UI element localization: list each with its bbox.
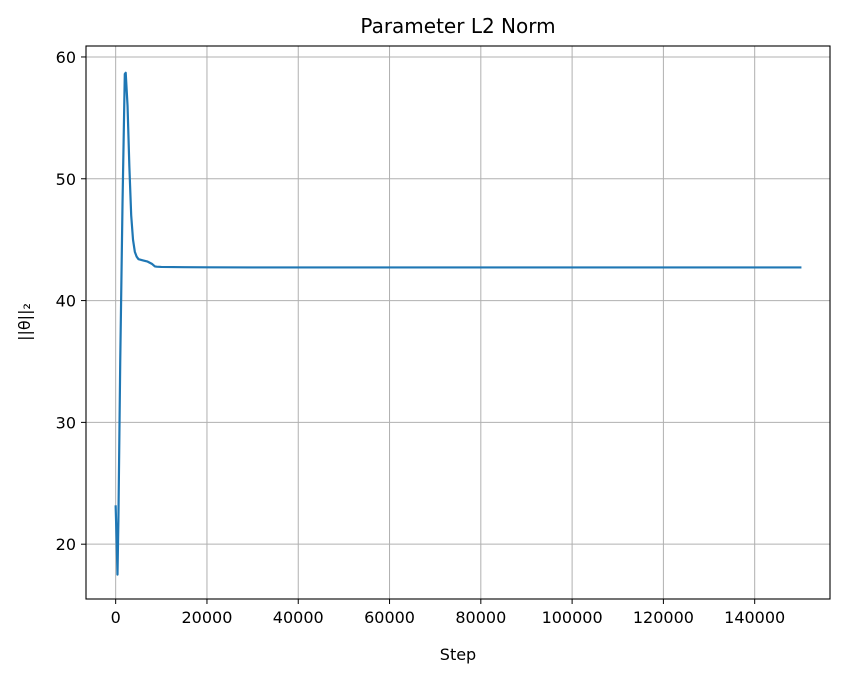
x-tick-label: 100000 xyxy=(542,608,603,627)
x-tick-label: 0 xyxy=(111,608,121,627)
x-tick-label: 80000 xyxy=(455,608,506,627)
y-tick-label: 30 xyxy=(56,413,76,432)
plot-frame xyxy=(85,45,831,600)
series-line xyxy=(114,71,802,576)
y-tick-label: 50 xyxy=(56,170,76,189)
x-tick-label: 20000 xyxy=(182,608,233,627)
x-tick-label: 60000 xyxy=(364,608,415,627)
y-tick-label: 20 xyxy=(56,535,76,554)
y-axis-ticks: 20 30 40 50 60 xyxy=(56,48,86,554)
x-axis-ticks: 0 20000 40000 60000 80000 100000 120000 140000 xyxy=(111,599,785,627)
series-layer xyxy=(114,71,802,576)
chart-title: Parameter L2 Norm xyxy=(360,14,555,38)
y-axis-label: ||θ||₂ xyxy=(15,303,34,341)
y-tick-label: 60 xyxy=(56,48,76,67)
x-tick-label: 140000 xyxy=(724,608,785,627)
y-tick-label: 40 xyxy=(56,292,76,311)
x-axis-label: Step xyxy=(440,645,476,664)
grid-layer xyxy=(86,46,830,599)
x-tick-label: 120000 xyxy=(633,608,694,627)
x-tick-label: 40000 xyxy=(273,608,324,627)
